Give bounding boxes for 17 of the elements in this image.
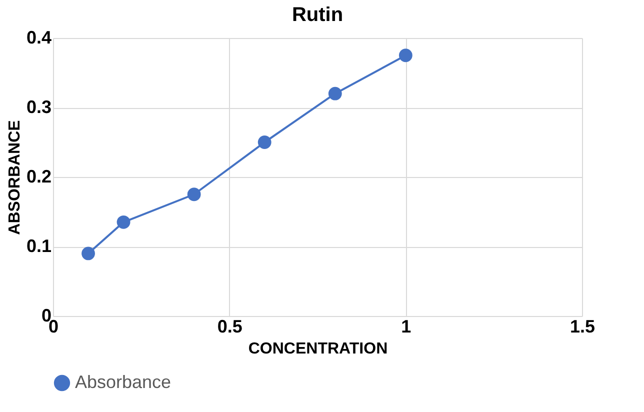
- point: [82, 246, 95, 260]
- x-tick-label: 1: [401, 316, 412, 336]
- x-tick-label: 1.5: [570, 316, 596, 336]
- point: [328, 86, 342, 100]
- y-tick-label: 0.3: [26, 97, 52, 117]
- point: [187, 188, 201, 202]
- point: [258, 136, 272, 149]
- x-axis-title: CONCENTRATION: [248, 340, 388, 358]
- y-tick-label: 0.4: [26, 28, 52, 48]
- point: [398, 48, 412, 62]
- point: [116, 215, 130, 229]
- y-tick-label: 0.1: [26, 236, 52, 256]
- legend-label: Absorbance: [75, 372, 172, 392]
- y-tick-label: 0.2: [26, 166, 52, 186]
- x-tick-label: 0.5: [217, 316, 242, 336]
- y-axis-title: ABSORBANCE: [6, 120, 24, 235]
- chart-title: Rutin: [292, 4, 344, 26]
